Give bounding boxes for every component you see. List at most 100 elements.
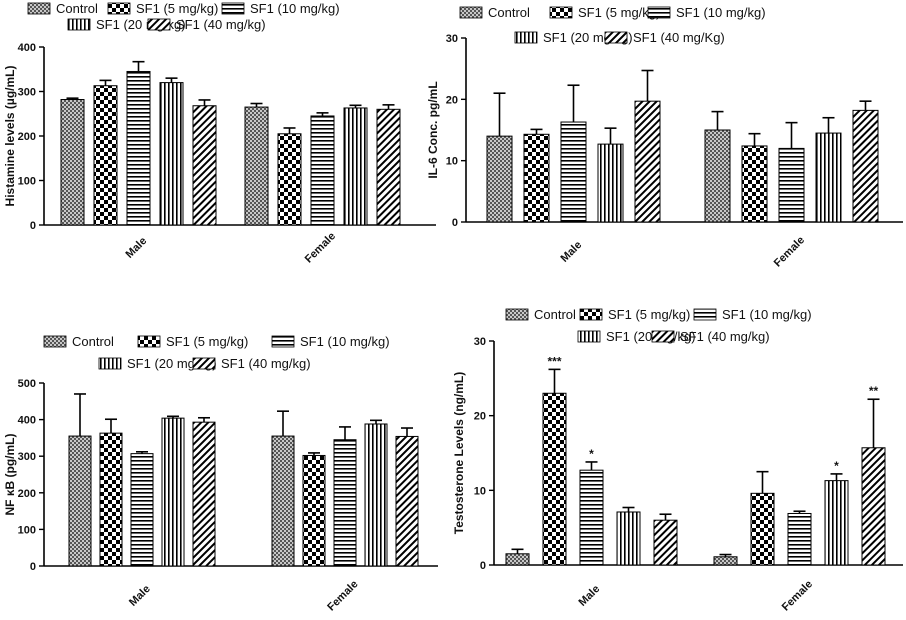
legend-swatch-3	[67, 18, 91, 31]
legend-label-0: Control	[488, 5, 530, 20]
legend-swatch-3	[98, 357, 122, 370]
bar-male-series-1	[542, 392, 567, 566]
bar-male-series-3	[616, 511, 641, 566]
bar-female-series-4	[376, 108, 401, 226]
y-tick-label: 20	[446, 94, 458, 106]
legend-label-4: SF1 (40 mg/Kg)	[633, 30, 725, 45]
y-tick-label: 200	[18, 131, 36, 143]
legend-swatch-3	[514, 31, 538, 44]
y-tick-label: 100	[18, 176, 36, 188]
x-category-label: Male	[558, 239, 584, 265]
legend-swatch-1	[549, 6, 573, 19]
x-category-label: Male	[576, 583, 602, 609]
legend-swatch-2	[221, 2, 245, 15]
bar-female-series-1	[302, 454, 326, 567]
bar-male-series-2	[560, 121, 587, 223]
bar-male-series-0	[505, 553, 530, 566]
legend-swatch-0	[27, 2, 51, 15]
y-axis-label: NF κB (pg/mL)	[3, 433, 17, 515]
bar-female-series-2	[333, 439, 357, 567]
legend-swatch-1	[579, 308, 603, 321]
bar-male-series-1	[99, 432, 123, 567]
bar-female-series-1	[750, 492, 775, 566]
x-category-label: Female	[325, 578, 360, 613]
y-axis-label: Testosterone Levels (ng/mL)	[452, 372, 466, 534]
bar-male-series-0	[68, 435, 92, 567]
y-axis-label: Histamine levels (µg/mL)	[3, 66, 17, 207]
bar-male-series-2	[130, 453, 154, 567]
legend-swatch-3	[577, 330, 601, 343]
legend-label-0: Control	[56, 1, 98, 16]
legend-label-1: SF1 (5 mg/kg)	[608, 307, 690, 322]
legend-swatch-2	[647, 6, 671, 19]
bar-female-series-2	[787, 512, 812, 566]
y-tick-label: 300	[18, 87, 36, 99]
legend-swatch-4	[651, 330, 675, 343]
bar-male-series-1	[93, 85, 118, 226]
y-tick-label: 10	[474, 485, 486, 497]
legend-swatch-4	[147, 18, 171, 31]
significance-marker: ***	[547, 354, 561, 368]
bar-female-series-0	[713, 556, 738, 566]
legend-swatch-0	[505, 308, 529, 321]
bar-male-series-2	[579, 469, 604, 566]
y-tick-label: 400	[18, 42, 36, 54]
y-tick-label: 0	[30, 561, 36, 573]
y-tick-label: 0	[30, 220, 36, 232]
legend-label-2: SF1 (10 mg/kg)	[250, 1, 340, 16]
legend-swatch-4	[604, 31, 628, 44]
legend-label-1: SF1 (5 mg/kg)	[136, 1, 218, 16]
y-tick-label: 100	[18, 524, 36, 536]
legend-label-2: SF1 (10 mg/kg)	[300, 334, 390, 349]
x-category-label: Male	[127, 583, 153, 609]
legend-label-1: SF1 (5 mg/kg)	[166, 334, 248, 349]
bar-female-series-4	[852, 109, 879, 223]
bar-female-series-0	[704, 129, 731, 223]
bar-female-series-2	[778, 147, 805, 223]
bar-female-series-3	[815, 132, 842, 223]
legend-label-2: SF1 (10 mg/kg)	[722, 307, 812, 322]
legend-label-0: Control	[72, 334, 114, 349]
x-category-label: Female	[780, 578, 815, 613]
bar-male-series-4	[634, 100, 661, 223]
y-tick-label: 400	[18, 415, 36, 427]
bar-female-series-1	[741, 145, 768, 223]
y-tick-label: 0	[480, 560, 486, 572]
y-axis-label: IL-6 Conc. pg/mL	[426, 81, 440, 178]
significance-marker: **	[869, 384, 879, 398]
x-category-label: Female	[303, 230, 338, 265]
y-tick-label: 500	[18, 378, 36, 390]
bar-male-series-1	[523, 133, 550, 223]
significance-marker: *	[589, 447, 594, 461]
bar-male-series-4	[653, 519, 678, 566]
legend-swatch-2	[693, 308, 717, 321]
chart-panel-top-right: 0 10 20 30 IL-6 Conc. pg/mL Male Female Control…	[426, 5, 903, 270]
bar-male-series-3	[159, 82, 184, 226]
bar-female-series-0	[244, 106, 269, 226]
legend-label-4: SF1 (40 mg/kg)	[680, 329, 770, 344]
legend-swatch-1	[137, 335, 161, 348]
y-tick-label: 20	[474, 411, 486, 423]
bar-female-series-3	[824, 480, 849, 566]
bar-male-series-3	[597, 143, 624, 223]
y-tick-label: 30	[474, 336, 486, 348]
chart-panel-bottom-left: 0 100 200 300 400 500 NF κB (pg/mL) Male Female C…	[3, 334, 438, 614]
x-category-label: Female	[772, 234, 807, 269]
y-tick-label: 0	[452, 217, 458, 229]
y-tick-label: 30	[446, 33, 458, 45]
bar-female-series-0	[271, 435, 295, 567]
y-tick-label: 10	[446, 156, 458, 168]
legend-swatch-1	[107, 2, 131, 15]
bar-female-series-2	[310, 115, 335, 226]
bar-female-series-1	[277, 133, 302, 226]
legend-label-1: SF1 (5 mg/kg)	[578, 5, 660, 20]
bar-female-series-4	[395, 435, 419, 567]
bar-male-series-2	[126, 70, 151, 226]
bar-female-series-4	[861, 447, 886, 566]
legend-swatch-0	[43, 335, 67, 348]
legend-label-4: SF1 (40 mg/kg)	[176, 17, 266, 32]
legend-swatch-2	[271, 335, 295, 348]
bar-male-series-3	[161, 417, 185, 567]
